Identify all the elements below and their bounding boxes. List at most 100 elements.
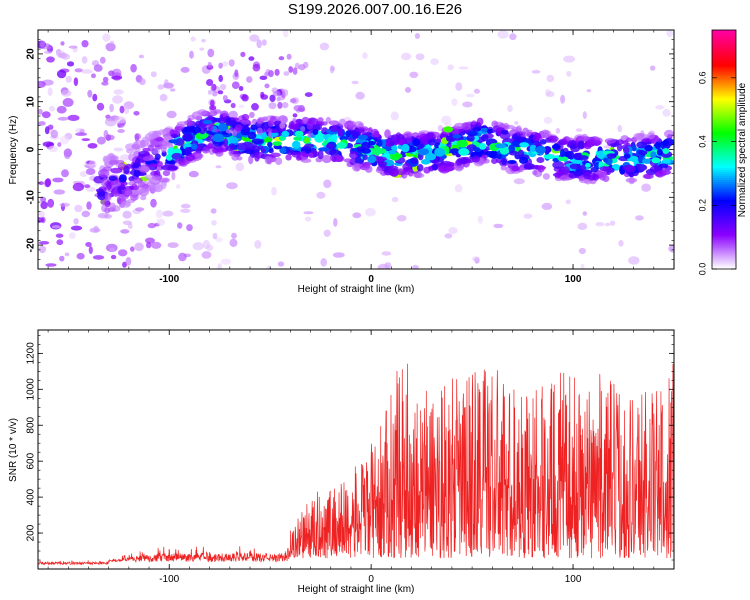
spectrogram-blob [256, 117, 265, 124]
colorbar-segment [712, 203, 736, 206]
spectrogram-blob [38, 108, 43, 115]
colorbar-segment [712, 265, 736, 268]
spectrogram-blob [391, 196, 399, 203]
colorbar-segment [712, 43, 736, 47]
spectrogram-blob [163, 79, 169, 88]
colorbar-segment [712, 237, 736, 240]
spectrogram-blob [604, 138, 617, 144]
spectrogram-blob [156, 218, 165, 226]
spectrogram-blob [456, 139, 468, 148]
colorbar-segment [712, 53, 736, 57]
spectrogram-blob [441, 115, 452, 125]
spectrogram-blob [582, 111, 587, 119]
spectrogram-blob [572, 158, 581, 165]
spectrogram-blob [147, 144, 154, 152]
spectrogram-blob [419, 133, 428, 140]
spectrogram-blob [44, 126, 50, 135]
spectrogram-blob [616, 139, 624, 146]
spectrogram-blob [371, 128, 379, 136]
spectrogram-blob [118, 249, 128, 257]
spectrogram-blob [51, 225, 61, 229]
colorbar-segment [712, 111, 736, 115]
colorbar-segment [712, 77, 736, 81]
colorbar-segment [712, 139, 736, 143]
spectrogram-blob [547, 135, 559, 142]
spectrogram-blob [304, 216, 312, 222]
spectrogram-blob [206, 79, 214, 86]
colorbar-segment [712, 223, 736, 226]
spectrogram-blob [568, 150, 575, 160]
spectrogram-blob [651, 157, 661, 164]
colorbar-segment [712, 253, 736, 256]
spectrogram-blob [552, 161, 565, 169]
spectrogram-blob [65, 75, 72, 83]
spectrogram-blob [375, 148, 387, 154]
spectrogram-blob [266, 265, 272, 269]
spectrogram-blob [190, 36, 196, 42]
spectrogram-blob [319, 42, 330, 51]
spectrogram-blob [98, 169, 110, 178]
spectrogram-blob [260, 148, 266, 153]
spectrogram-blob [182, 133, 194, 142]
spectrogram-blob [93, 225, 99, 233]
colorbar-segment [712, 93, 736, 97]
spectrogram-blob [246, 76, 253, 83]
colorbar-segment [712, 205, 736, 208]
spectrogram-blob [352, 212, 362, 219]
spectrogram-blob [174, 126, 184, 131]
spectrogram-blob [123, 106, 130, 115]
spectrogram-blob [405, 87, 411, 93]
colorbar-segment [712, 105, 736, 109]
spectrogram-blob [92, 93, 98, 102]
spectrogram-blob [427, 139, 436, 146]
spectrogram-blob [235, 162, 245, 172]
colorbar-segment [712, 85, 736, 89]
spectrogram-blob [108, 175, 118, 182]
spectrogram-blob [396, 215, 407, 222]
snr-y-tick-label: 800 [26, 416, 37, 433]
spectrogram-blob [336, 142, 347, 149]
spectrogram-blob [99, 56, 106, 64]
spectrogram-blob [241, 113, 250, 121]
colorbar-segment [712, 69, 736, 73]
spectrogram-blob [300, 158, 312, 163]
colorbar-segment [712, 181, 736, 184]
spectrogram-blob [128, 223, 133, 230]
spectrogram-blob [291, 151, 301, 158]
spectrogram-blob [56, 105, 67, 114]
spectrogram-blob [61, 53, 71, 60]
spectrogram-blob [405, 132, 412, 137]
spectrogram-blob [47, 198, 55, 208]
spectrogram-y-tick-label: -10 [26, 190, 37, 205]
spectrogram-blob [97, 192, 106, 201]
spectrogram-blob [641, 183, 651, 192]
colorbar-segment [712, 225, 736, 228]
spectrogram-blob [539, 139, 547, 145]
spectrogram-blob [272, 141, 282, 147]
spectrogram-blob [557, 156, 569, 161]
spectrogram-x-tick-label: -100 [159, 274, 179, 285]
spectrogram-blob [414, 33, 420, 39]
spectrogram-blob [500, 129, 509, 135]
spectrogram-blob [329, 149, 340, 155]
spectrogram-blob [38, 80, 46, 88]
spectrogram-blob [658, 163, 669, 169]
spectrogram-blob [355, 128, 365, 133]
spectrogram-blob [260, 94, 269, 100]
colorbar-segment [712, 109, 736, 113]
colorbar-segment [712, 215, 736, 218]
spectrogram-blob [473, 135, 479, 141]
spectrogram-blob [81, 210, 91, 218]
spectrogram-blob [458, 148, 470, 156]
spectrogram-blob [108, 159, 119, 166]
spectrogram-blob [40, 201, 48, 210]
spectrogram-blob [452, 134, 462, 139]
spectrogram-blob [256, 39, 263, 49]
spectrogram-blob [410, 157, 419, 165]
spectrogram-blob [169, 130, 179, 135]
spectrogram-blob [269, 94, 276, 103]
spectrogram-blob [228, 59, 235, 67]
spectrogram-blob [321, 127, 329, 135]
spectrogram-blob [635, 215, 644, 221]
